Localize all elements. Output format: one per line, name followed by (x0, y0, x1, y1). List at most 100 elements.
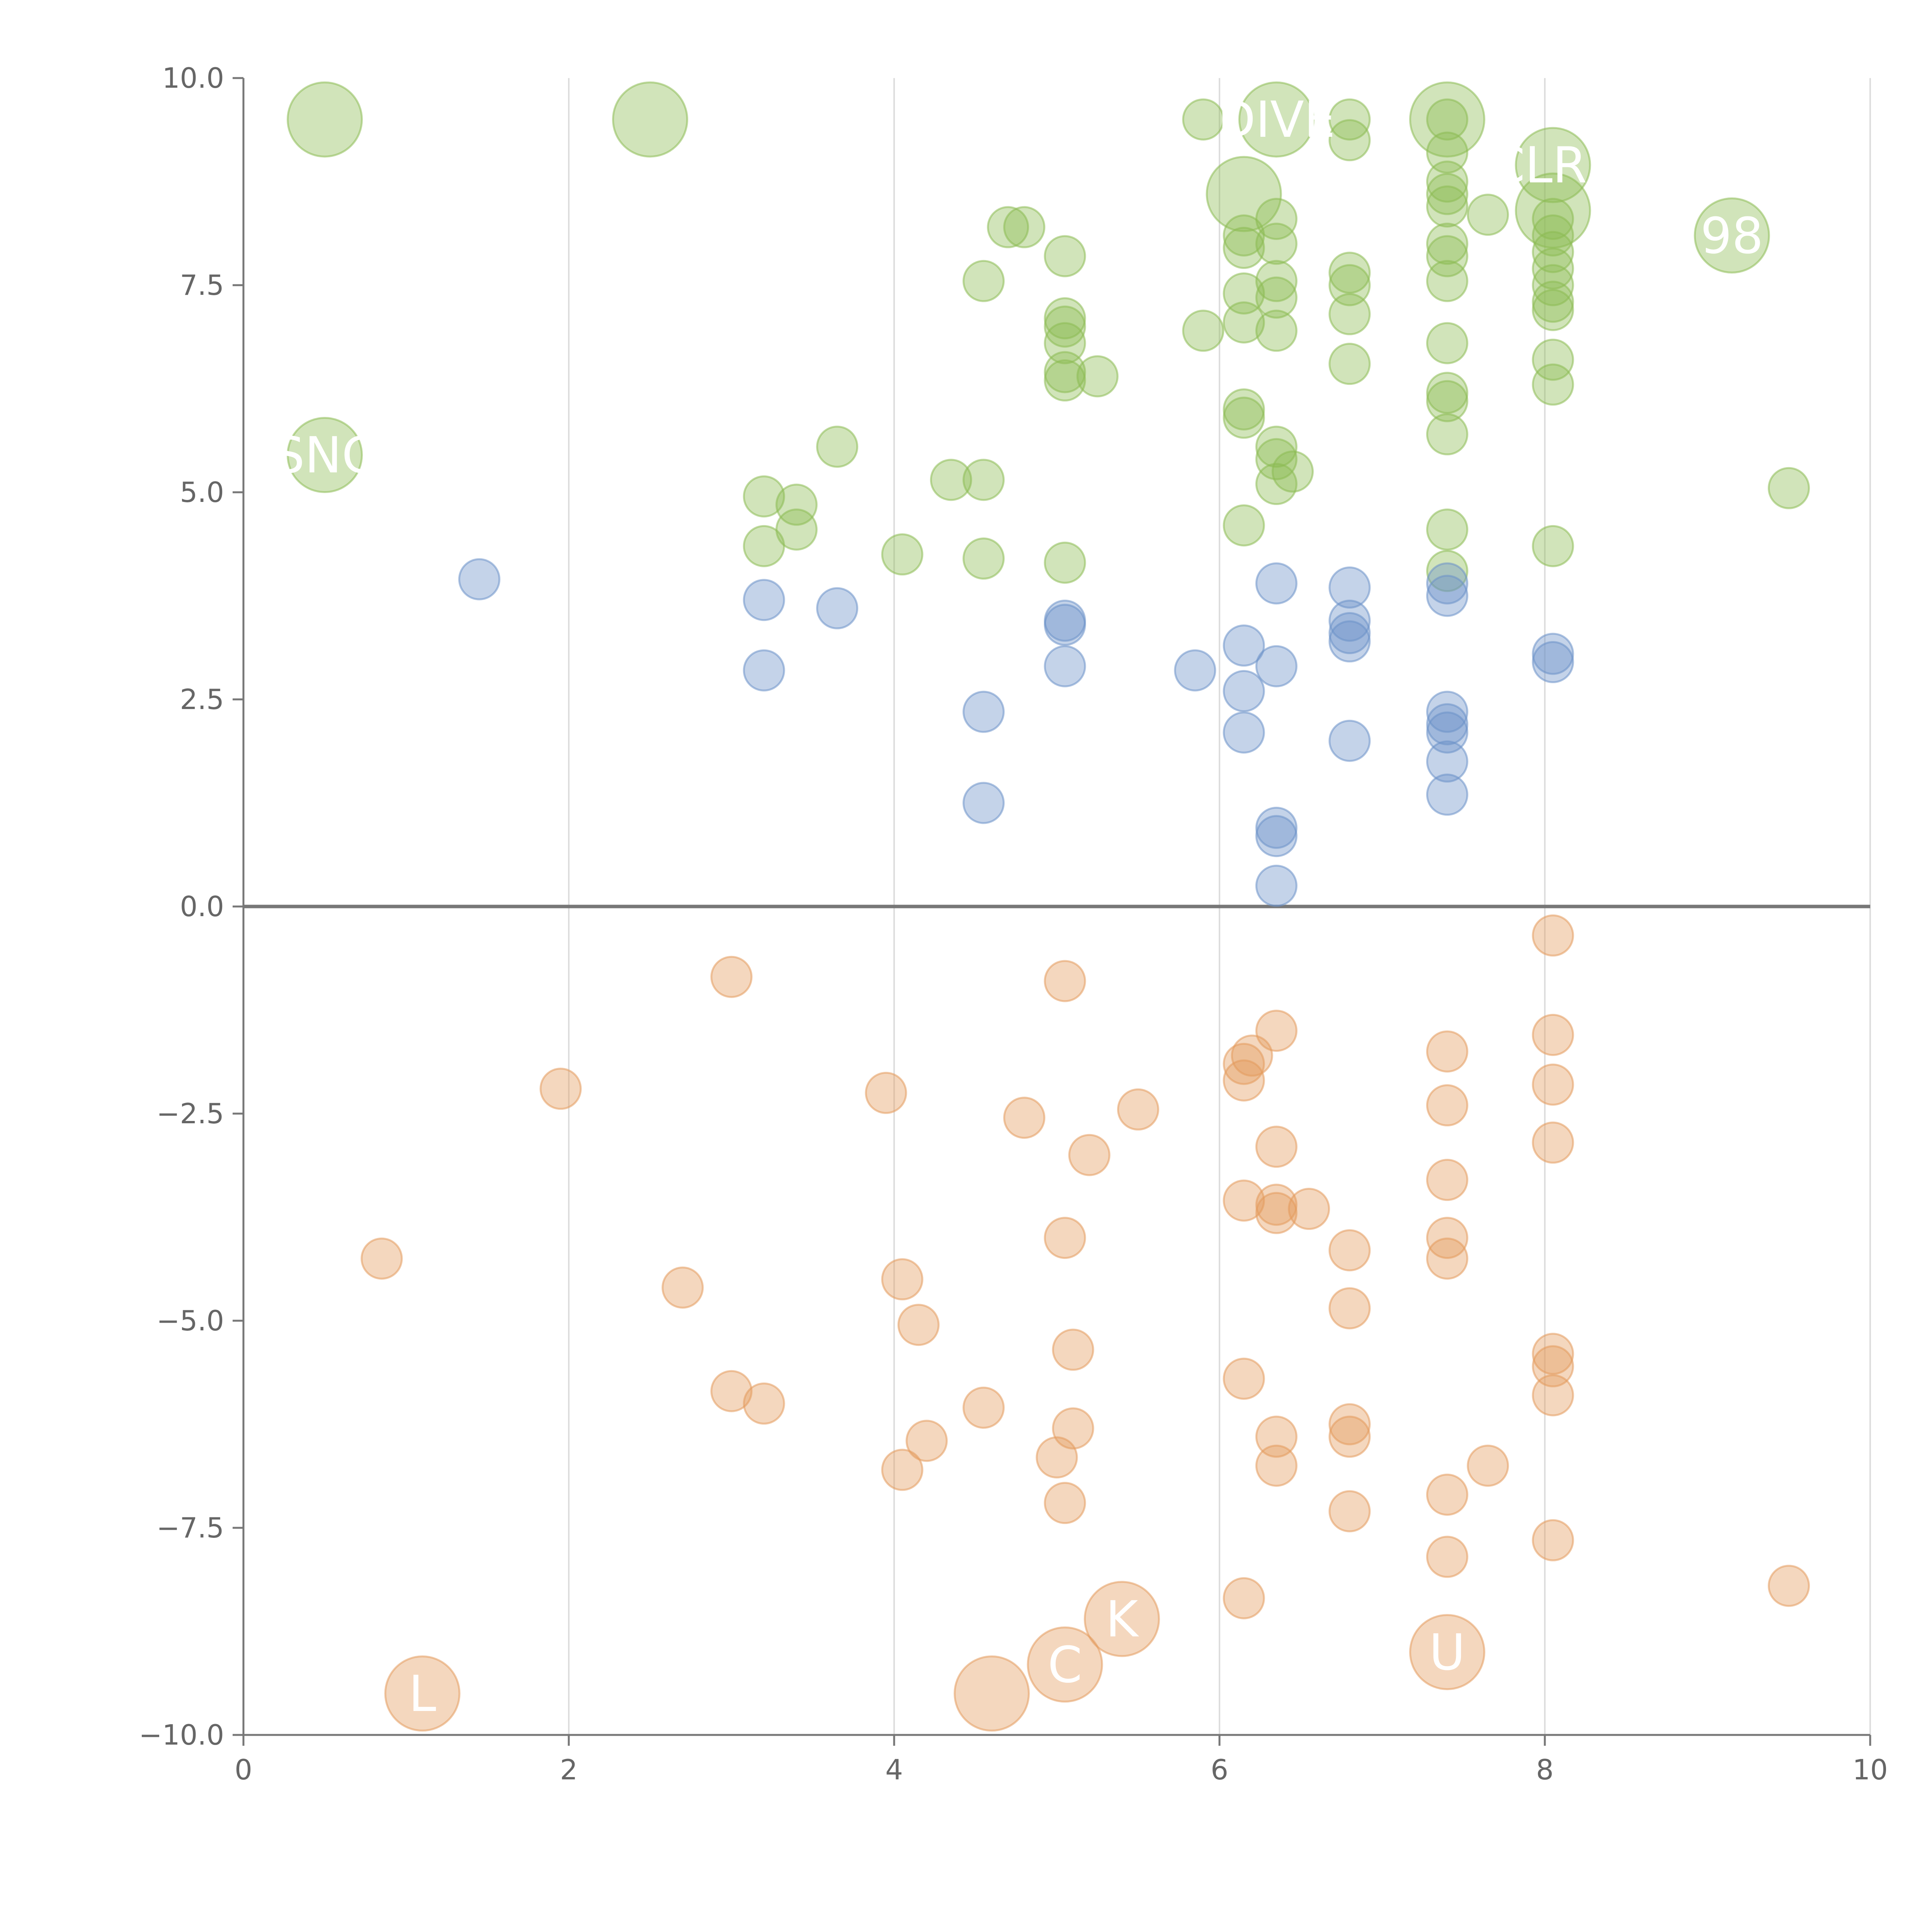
blue-data-point (1044, 604, 1086, 646)
orange-data-point (1328, 1287, 1371, 1330)
bubble-label: CLRF (1490, 137, 1615, 194)
blue-data-point (963, 782, 1005, 824)
orange-data-point (1328, 1490, 1371, 1532)
green-data-point (963, 459, 1005, 501)
green-labeled-bubble (1515, 127, 1591, 203)
orange-data-point (881, 1449, 923, 1491)
orange-data-point (1223, 1059, 1265, 1102)
blue-data-point (1328, 566, 1371, 609)
green-data-point (1426, 260, 1468, 302)
orange-labeled-bubble (954, 1655, 1030, 1732)
y-tick-label: 7.5 (180, 269, 224, 301)
orange-data-point (1044, 1482, 1086, 1524)
green-data-point (1255, 197, 1298, 240)
blue-data-point (1426, 711, 1468, 754)
green-data-point (1426, 131, 1468, 174)
orange-data-point (1426, 1237, 1468, 1280)
green-data-point (1255, 260, 1298, 302)
bubble-label: U (1429, 1624, 1466, 1682)
green-labeled-bubble (612, 81, 688, 158)
orange-data-point (1328, 1229, 1371, 1272)
blue-data-point (1328, 719, 1371, 762)
orange-data-point (1532, 1519, 1574, 1561)
green-data-point (963, 260, 1005, 302)
orange-data-point (743, 1382, 785, 1425)
orange-data-point (1532, 1063, 1574, 1106)
orange-data-point (1532, 1374, 1574, 1417)
green-labeled-bubble (287, 417, 363, 493)
blue-data-point (1255, 815, 1298, 857)
orange-data-point (1768, 1565, 1810, 1607)
green-data-point (1044, 541, 1086, 584)
green-data-point (1426, 550, 1468, 592)
green-labeled-bubble (1694, 197, 1770, 274)
orange-data-point (1052, 1328, 1094, 1371)
green-labeled-bubble (1238, 81, 1315, 158)
orange-data-point (710, 956, 753, 998)
blue-data-point (743, 649, 785, 692)
bubble-label: DIVE (1218, 91, 1335, 149)
orange-data-point (1328, 1415, 1371, 1458)
x-tick-label: 6 (1211, 1753, 1228, 1786)
green-data-point (1044, 235, 1086, 277)
green-data-point (930, 459, 972, 501)
blue-data-point (963, 690, 1005, 733)
y-tick-label: 0.0 (180, 890, 224, 923)
green-labeled-bubble (1515, 172, 1591, 249)
orange-data-point (1003, 1097, 1046, 1139)
x-tick-label: 2 (560, 1753, 578, 1786)
bubble-label: C (1048, 1636, 1082, 1694)
orange-data-point (865, 1071, 907, 1114)
orange-data-point (1255, 1444, 1298, 1487)
green-data-point (1426, 98, 1468, 141)
x-tick-label: 0 (235, 1753, 252, 1786)
orange-data-point (905, 1420, 948, 1462)
blue-data-point (1223, 624, 1265, 667)
blue-data-point (1223, 670, 1265, 713)
blue-data-point (1174, 649, 1216, 692)
green-data-point (1044, 322, 1086, 364)
x-tick-label: 10 (1852, 1753, 1888, 1786)
orange-data-point (897, 1304, 940, 1346)
orange-data-point (1426, 1030, 1468, 1073)
blue-data-point (1426, 740, 1468, 783)
orange-data-point (1223, 1357, 1265, 1400)
orange-data-point (1117, 1088, 1159, 1131)
y-tick-label: −2.5 (156, 1097, 224, 1130)
green-data-point (1532, 264, 1574, 306)
green-data-point (1426, 160, 1468, 203)
green-labeled-bubble (287, 81, 363, 158)
orange-data-point (1255, 1415, 1298, 1458)
blue-data-point (1532, 641, 1574, 684)
orange-data-point (1255, 1126, 1298, 1168)
y-tick-label: −10.0 (139, 1719, 224, 1751)
green-data-point (1255, 276, 1298, 319)
blue-data-point (1255, 864, 1298, 907)
orange-data-point (1223, 1577, 1265, 1619)
y-tick-label: −5.0 (156, 1304, 224, 1337)
orange-data-point (1223, 1179, 1265, 1222)
green-data-point (881, 533, 923, 576)
orange-labeled-bubble (1083, 1581, 1160, 1657)
green-labeled-bubble (1206, 156, 1282, 232)
orange-data-point (881, 1258, 923, 1301)
green-data-point (987, 206, 1029, 248)
bubble-label: SNC (273, 427, 376, 485)
orange-data-point (710, 1370, 753, 1412)
blue-data-point (1255, 562, 1298, 605)
green-data-point (1255, 223, 1298, 265)
green-data-point (1532, 338, 1574, 381)
green-data-point (1223, 227, 1265, 269)
orange-data-point (1288, 1188, 1330, 1230)
green-data-point (1328, 119, 1371, 162)
orange-labeled-bubble (384, 1655, 461, 1732)
x-tick-label: 4 (885, 1753, 903, 1786)
green-data-point (1532, 289, 1574, 331)
blue-data-point (1426, 575, 1468, 617)
orange-data-point (1044, 960, 1086, 1002)
orange-data-point (1532, 914, 1574, 957)
orange-data-point (1532, 1121, 1574, 1164)
green-data-point (963, 537, 1005, 580)
green-data-point (1426, 235, 1468, 277)
